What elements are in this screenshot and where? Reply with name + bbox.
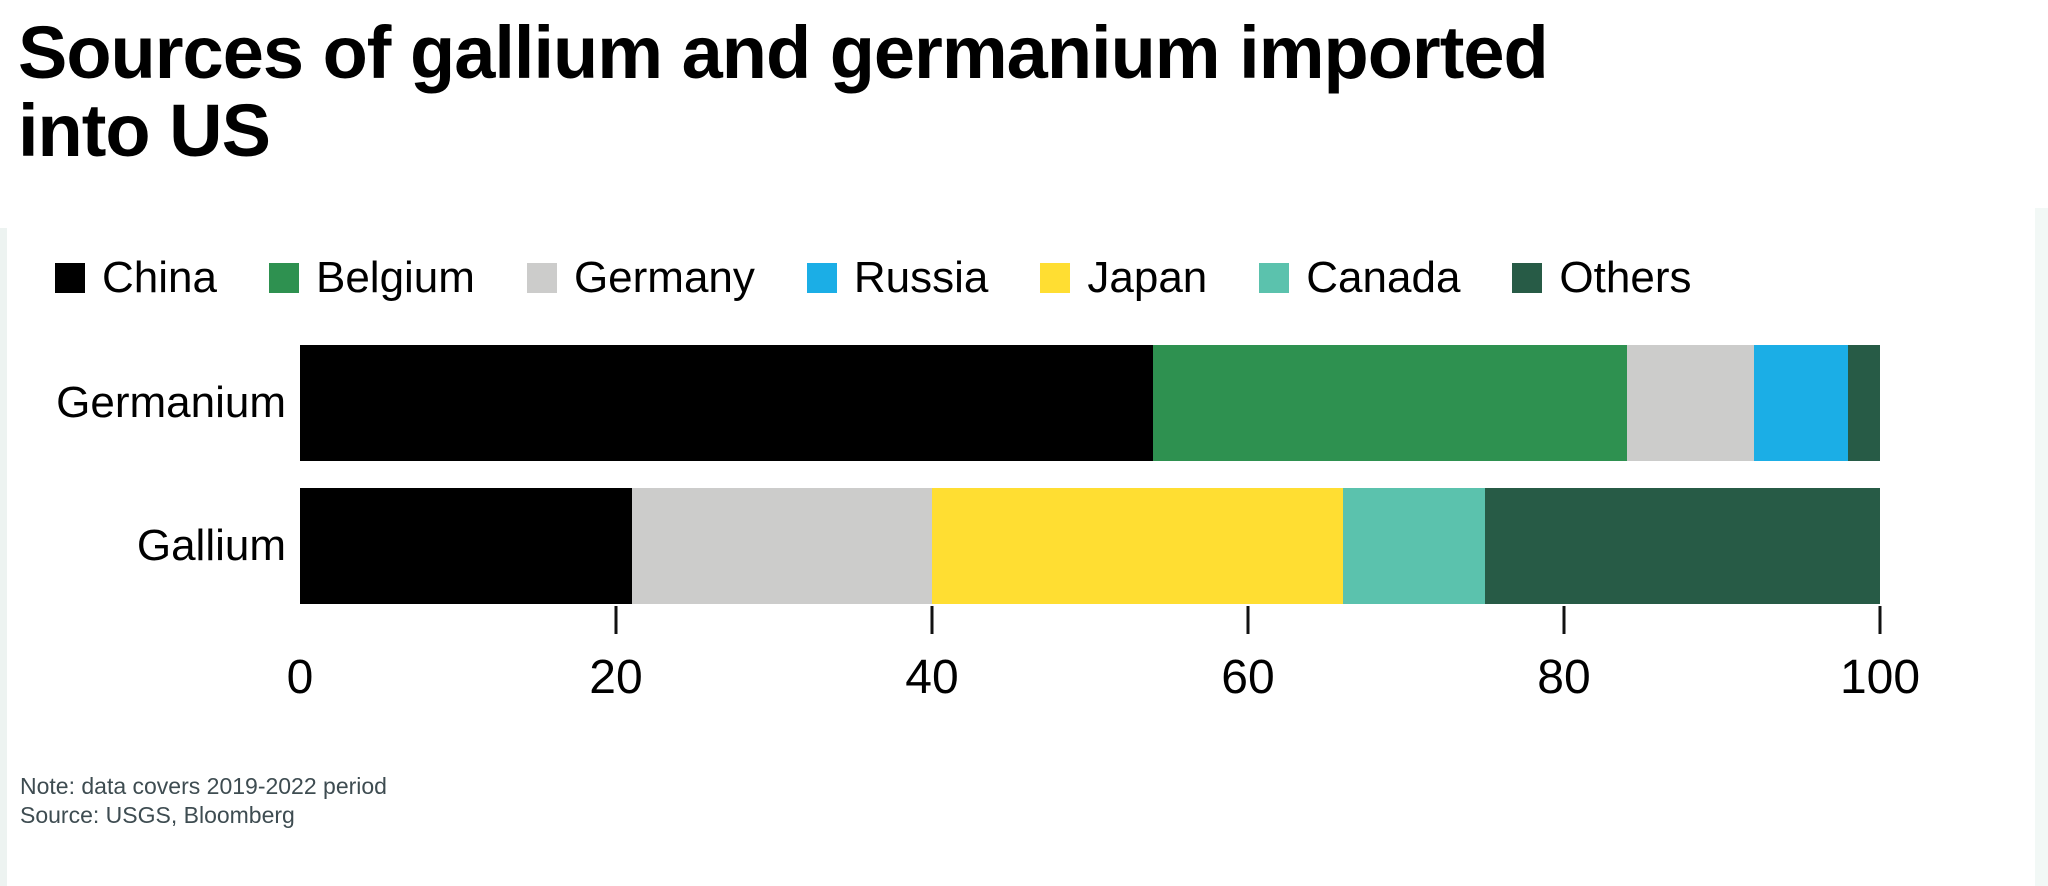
bar-segment-gallium-japan xyxy=(931,488,1343,604)
bar-segment-germanium-germany xyxy=(1627,345,1754,461)
legend-label: China xyxy=(102,253,217,302)
axis-tick-label: 20 xyxy=(589,651,643,704)
legend-item-canada: Canada xyxy=(1259,256,1460,300)
legend-label: Belgium xyxy=(315,253,475,302)
legend-swatch-belgium xyxy=(268,263,299,293)
legend-swatch-russia xyxy=(806,263,837,293)
chart-title-line1: Sources of gallium and germanium importe… xyxy=(18,11,1549,94)
bar-segment-germanium-china xyxy=(300,345,1154,461)
bar-segment-gallium-china xyxy=(300,488,632,604)
legend-item-japan: Japan xyxy=(1040,256,1207,300)
legend: China Belgium Germany Russia Japan Canada Othe… xyxy=(55,256,1691,300)
legend-label: Russia xyxy=(853,253,989,302)
chart-title: Sources of gallium and germanium importe… xyxy=(18,11,1838,173)
bar-segment-germanium-belgium xyxy=(1153,345,1628,461)
legend-swatch-canada xyxy=(1259,263,1290,293)
legend-item-china: China xyxy=(55,256,217,300)
legend-item-belgium: Belgium xyxy=(268,253,475,302)
axis-tick-label: 80 xyxy=(1537,651,1591,704)
legend-label: Others xyxy=(1559,253,1692,302)
bar-gallium xyxy=(300,488,1880,604)
bar-segment-germanium-russia xyxy=(1753,345,1849,461)
note-line: Source: USGS, Bloomberg xyxy=(20,802,295,828)
left-edge-strip xyxy=(0,228,7,886)
chart-title-line2: into US xyxy=(18,89,271,173)
legend-swatch-others xyxy=(1512,263,1543,293)
bar-segment-germanium-others xyxy=(1848,345,1880,461)
bar-segment-gallium-others xyxy=(1484,488,1880,604)
legend-label: Japan xyxy=(1087,253,1208,302)
axis-tick-label: 60 xyxy=(1221,651,1275,704)
x-axis: 0 20 40 60 80 100 xyxy=(287,604,1920,724)
axis-tick-label: 40 xyxy=(905,651,959,704)
legend-swatch-japan xyxy=(1040,263,1071,293)
legend-label: Germany xyxy=(573,253,755,302)
bar-germanium xyxy=(300,345,1880,461)
legend-item-russia: Russia xyxy=(806,253,989,302)
axis-tick xyxy=(614,606,618,634)
bar-row-gallium: Gallium xyxy=(0,488,2048,604)
axis-tick-label: 100 xyxy=(1839,651,1921,704)
axis-tick xyxy=(1878,606,1882,634)
axis-tick xyxy=(1246,606,1250,634)
row-label: Gallium xyxy=(136,521,286,570)
axis-tick-label: 0 xyxy=(286,651,314,704)
axis-tick xyxy=(930,606,934,634)
legend-item-germany: Germany xyxy=(526,253,755,302)
right-edge-strip xyxy=(2035,208,2048,886)
legend-swatch-germany xyxy=(526,263,557,293)
axis-tick xyxy=(1562,606,1566,634)
note-line: Note: data covers 2019-2022 period xyxy=(20,773,387,799)
chart-rows: Germanium Gallium xyxy=(0,345,2048,631)
row-label: Germanium xyxy=(56,378,286,427)
bar-row-germanium: Germanium xyxy=(0,345,2048,461)
legend-label: Canada xyxy=(1306,253,1461,302)
chart-note: Note: data covers 2019-2022 period Sourc… xyxy=(20,772,387,830)
bar-segment-gallium-germany xyxy=(631,488,932,604)
legend-swatch-china xyxy=(55,263,85,293)
bar-segment-gallium-canada xyxy=(1342,488,1485,604)
legend-item-others: Others xyxy=(1512,256,1691,300)
